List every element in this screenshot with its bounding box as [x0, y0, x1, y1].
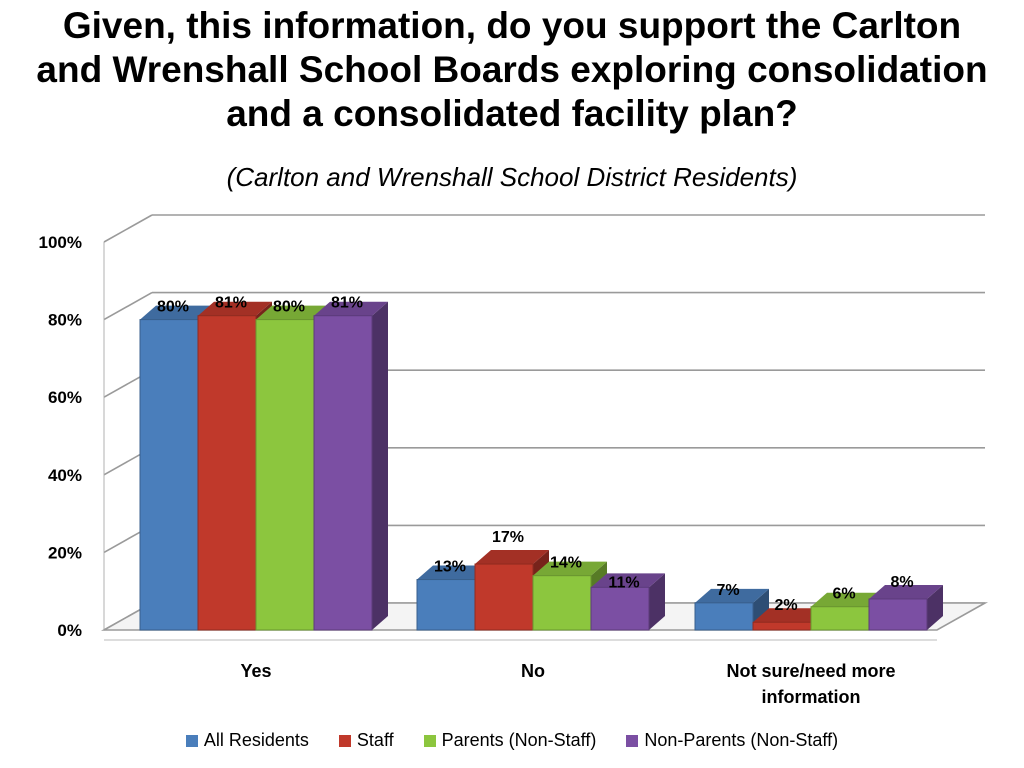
- bar-top: [695, 588, 769, 603]
- y-tick-label: 20%: [48, 543, 82, 562]
- y-tick-label: 60%: [48, 388, 82, 407]
- bar-top: [811, 592, 885, 607]
- bar: [868, 598, 928, 631]
- legend-label: Parents (Non-Staff): [441, 730, 597, 750]
- chart-legend: All Residents Staff Parents (Non-Staff) …: [0, 730, 1024, 751]
- legend-item: Staff: [338, 730, 394, 751]
- gridline-side: [103, 214, 153, 243]
- legend-label: Non-Parents (Non-Staff): [644, 730, 839, 750]
- legend-swatch: [338, 734, 351, 747]
- bar: [197, 315, 257, 631]
- bar: [810, 606, 870, 631]
- gridline-side: [103, 291, 153, 321]
- bar-side: [927, 584, 943, 630]
- chart-title-line: and a consolidated facility plan?: [226, 93, 798, 134]
- chart-title-line: Given, this information, do you support …: [62, 5, 962, 46]
- data-label: 8%: [890, 574, 913, 591]
- data-label: 17%: [492, 529, 524, 546]
- x-tick-label: No: [521, 661, 545, 681]
- y-tick-label: 80%: [48, 311, 82, 330]
- bar: [694, 602, 754, 631]
- data-label: 11%: [608, 574, 639, 591]
- legend-swatch: [185, 734, 198, 747]
- legend-item: Non-Parents (Non-Staff): [626, 730, 838, 751]
- bar: [474, 563, 534, 631]
- legend-item: All Residents: [185, 730, 309, 751]
- data-label: 80%: [157, 299, 189, 316]
- bar: [255, 319, 315, 631]
- legend-label: All Residents: [203, 730, 309, 750]
- data-label: 81%: [215, 295, 247, 312]
- data-label: 80%: [273, 299, 305, 316]
- x-tick-label: Yes: [240, 661, 271, 681]
- legend-swatch: [626, 734, 639, 747]
- bar: [416, 579, 476, 631]
- bar: [590, 586, 650, 631]
- bar: [313, 315, 373, 631]
- chart-subtitle: (Carlton and Wrenshall School District R…: [226, 162, 798, 192]
- bar-top: [417, 565, 491, 580]
- bar-top: [140, 305, 214, 320]
- bar-top: [753, 608, 827, 623]
- x-tick-label: information: [762, 687, 861, 707]
- data-label: 81%: [331, 295, 363, 312]
- bar-top: [256, 305, 330, 320]
- chart-title-line: and Wrenshall School Boards exploring co…: [36, 49, 988, 90]
- chart-title: Given, this information, do you support …: [0, 4, 1024, 136]
- legend-item: Parents (Non-Staff): [423, 730, 597, 751]
- bar-top: [869, 584, 943, 599]
- data-label: 6%: [832, 586, 855, 603]
- y-tick-label: 0%: [57, 621, 82, 640]
- y-tick-label: 100%: [39, 233, 82, 252]
- legend-swatch: [423, 734, 436, 747]
- data-label: 13%: [434, 559, 466, 576]
- bar-top: [591, 573, 665, 588]
- data-label: 2%: [774, 597, 797, 614]
- bar-top: [198, 301, 272, 316]
- bar: [532, 575, 592, 631]
- data-label: 7%: [716, 582, 739, 599]
- bar-top: [533, 561, 607, 576]
- y-tick-label: 40%: [48, 466, 82, 485]
- bar-top: [475, 550, 549, 565]
- legend-label: Staff: [356, 730, 394, 750]
- bar: [139, 319, 199, 631]
- data-label: 14%: [550, 555, 582, 572]
- bar-top: [314, 301, 388, 316]
- bar: [752, 621, 812, 631]
- x-tick-label: Not sure/need more: [726, 661, 895, 681]
- bar-side: [372, 301, 388, 630]
- bar-side: [649, 573, 665, 630]
